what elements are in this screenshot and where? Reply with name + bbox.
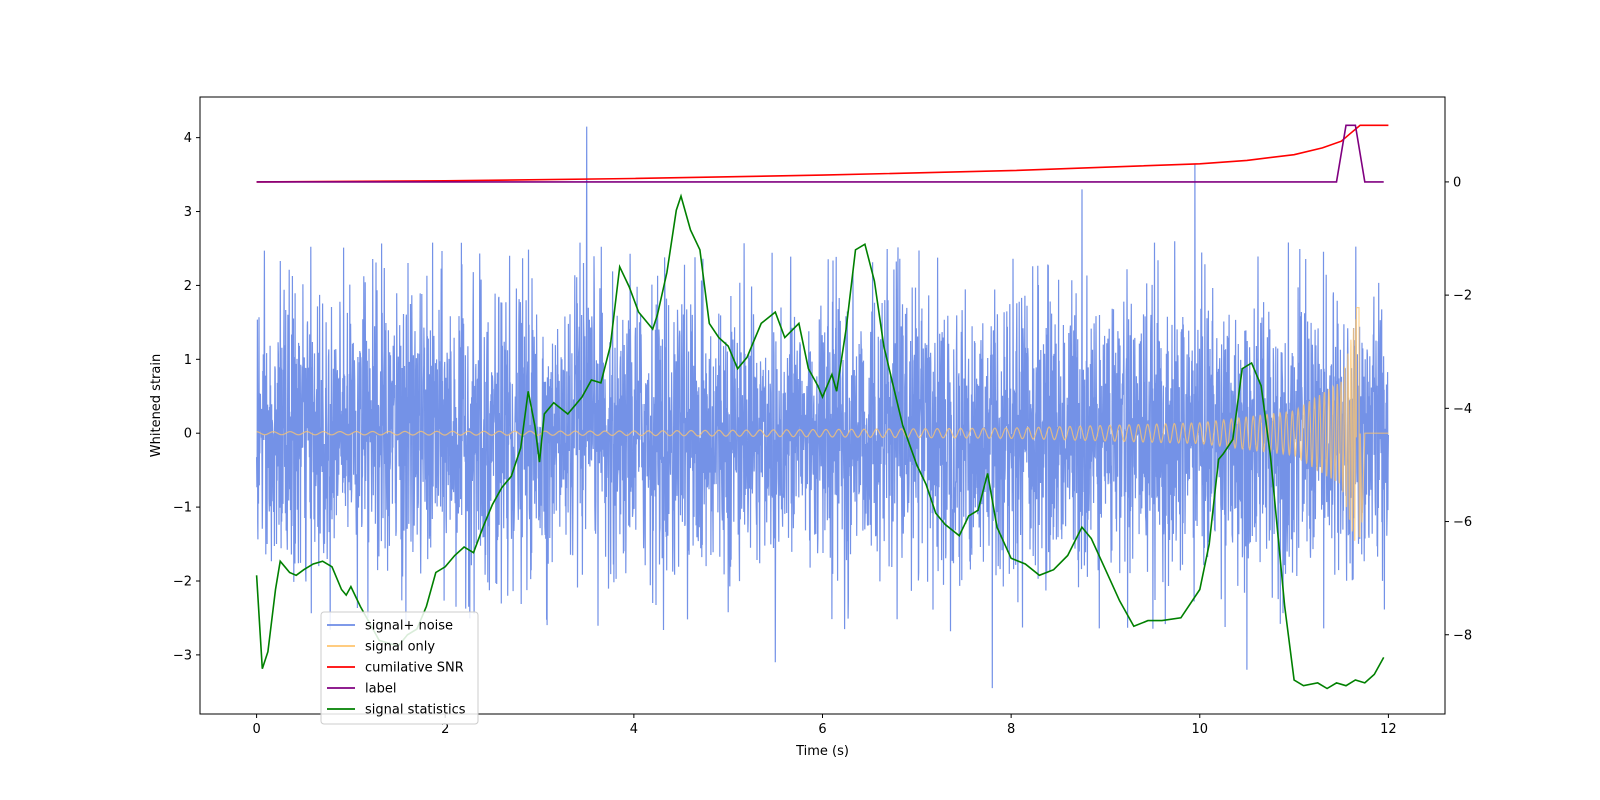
x-axis-label: Time (s) [795,744,849,759]
series-cumulative-snr-line [256,124,1389,183]
y2-tick-label: −4 [1453,402,1472,417]
legend-box [320,611,479,725]
y-tick-label: 4 [184,131,192,146]
x-tick-label: 8 [1007,722,1015,737]
series-label-line [256,124,1384,183]
y2-tick-label: 0 [1453,175,1461,190]
y2-tick-label: −2 [1453,289,1472,304]
legend-entry-label: signal+ noise [365,619,453,634]
x-tick-label: 10 [1191,722,1208,737]
x-tick-label: 0 [252,722,260,737]
y-tick-label: −2 [173,574,192,589]
legend-entry-label: signal only [365,640,435,655]
series-layer [255,124,1389,690]
legend-entry-label: label [365,682,396,697]
y-tick-label: 0 [184,427,192,442]
y-tick-label: 1 [184,353,192,368]
y-axis-label: Whitened strain [149,354,164,457]
legend: signal+ noise signal only cumilative SNR la… [320,611,479,725]
y2-tick-label: −6 [1453,515,1472,530]
x-tick-label: 6 [818,722,826,737]
legend-entry-label: cumilative SNR [365,661,464,676]
y2-tick-label: −8 [1453,628,1472,643]
x-tick-label: 12 [1380,722,1397,737]
legend-entry-label: signal statistics [365,703,466,718]
series-signal-noise-line [256,126,1389,689]
x-tick-label: 4 [630,722,638,737]
y-tick-label: −3 [173,648,192,663]
y-tick-label: 2 [184,279,192,294]
y-tick-label: −1 [173,501,192,516]
series-signal-only-line [256,307,1389,541]
y-tick-label: 3 [184,205,192,220]
x-tick-label: 2 [441,722,449,737]
